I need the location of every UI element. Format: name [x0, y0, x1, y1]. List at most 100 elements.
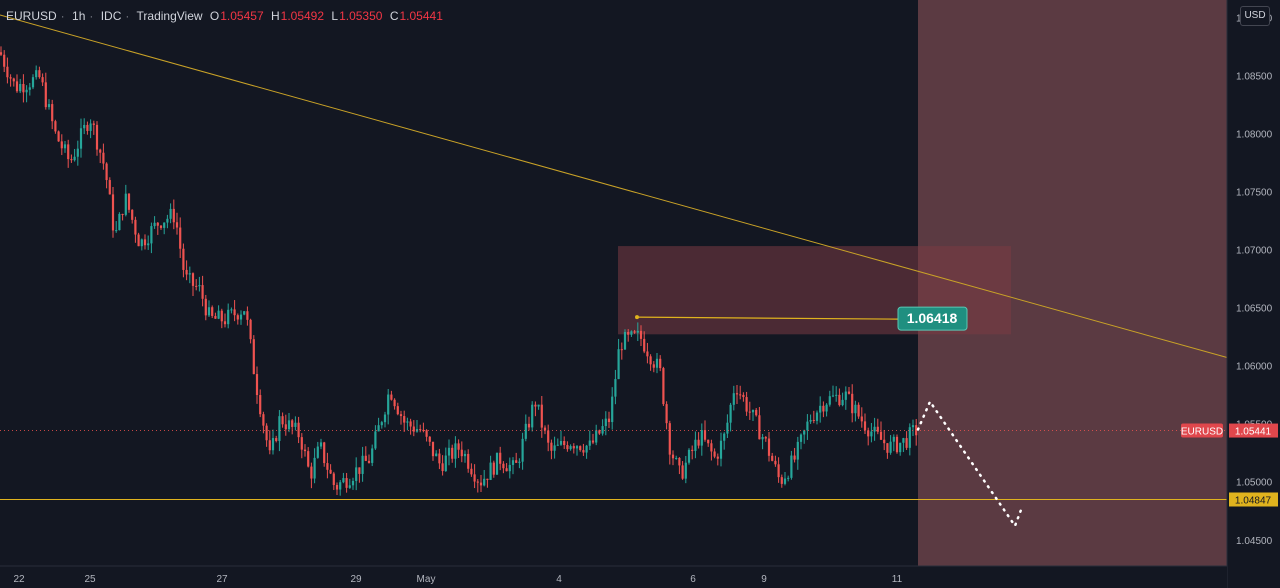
- y-tick-label: 1.04500: [1236, 536, 1273, 547]
- candle-body: [639, 330, 643, 339]
- ohlc-low-value: 1.05350: [339, 9, 383, 23]
- candle-body: [895, 436, 899, 453]
- candle-body: [121, 213, 124, 215]
- candle-body: [659, 358, 662, 369]
- candle-body: [35, 70, 38, 78]
- candle-body: [169, 208, 172, 219]
- candle-body: [873, 426, 876, 432]
- candle-body: [86, 124, 89, 131]
- candle-body: [185, 269, 188, 275]
- x-tick-label: 25: [84, 574, 96, 585]
- candle-body: [655, 358, 659, 368]
- candle-body: [54, 121, 57, 132]
- candle-body: [537, 404, 540, 407]
- candle-body: [383, 414, 387, 423]
- candle-body: [127, 193, 131, 210]
- y-tick-label: 1.08000: [1236, 129, 1273, 140]
- candle-body: [627, 332, 630, 335]
- candle-body: [505, 468, 508, 472]
- candle-body: [92, 123, 95, 125]
- candle-body: [841, 399, 844, 406]
- candle-body: [844, 391, 847, 400]
- candle-body: [294, 422, 297, 427]
- candle-body: [707, 439, 710, 444]
- candle-body: [460, 449, 463, 457]
- price-axis[interactable]: [1227, 0, 1280, 588]
- candle-body: [147, 243, 150, 246]
- candle-body: [249, 319, 252, 340]
- ohlc-low-key: L: [331, 9, 339, 23]
- candle-body: [787, 477, 790, 479]
- candle-body: [175, 222, 179, 228]
- candle-body: [431, 441, 435, 457]
- candle-body: [828, 396, 831, 405]
- candle-body: [390, 394, 393, 400]
- candle-body: [550, 442, 553, 451]
- candle-body: [783, 478, 787, 484]
- candle-body: [345, 478, 348, 488]
- candle-body: [159, 225, 163, 228]
- candle-body: [646, 351, 649, 357]
- ohlc-open-key: O: [209, 9, 220, 23]
- candle-body: [908, 427, 911, 448]
- candle-body: [617, 349, 620, 380]
- candle-body: [220, 310, 223, 322]
- candle-body: [236, 315, 239, 320]
- candle-body: [399, 414, 403, 417]
- candle-body: [393, 399, 396, 407]
- candle-body: [822, 405, 825, 412]
- candle-body: [521, 438, 524, 462]
- candle-body: [892, 436, 895, 442]
- ohlc-high-value: 1.05492: [280, 9, 325, 23]
- x-tick-label: 6: [690, 574, 696, 585]
- candle-body: [179, 227, 182, 249]
- candle-body: [287, 420, 291, 430]
- symbol-name[interactable]: EURUSD: [6, 9, 57, 23]
- candle-body: [684, 462, 687, 479]
- candle-body: [723, 433, 726, 441]
- candle-body: [163, 222, 166, 228]
- interval[interactable]: 1h: [72, 9, 86, 23]
- descending-trendline[interactable]: [0, 14, 1228, 359]
- candle-body: [620, 349, 623, 351]
- target-line[interactable]: [636, 316, 899, 320]
- candle-body: [492, 462, 495, 475]
- y-tick-label: 1.06500: [1236, 304, 1273, 315]
- candle-body: [569, 446, 572, 450]
- candle-body: [79, 128, 83, 149]
- candle-body: [118, 213, 121, 231]
- candle-body: [361, 455, 364, 474]
- candle-body: [195, 285, 198, 287]
- candle-body: [371, 448, 374, 463]
- candle-body: [444, 455, 447, 472]
- candle-body: [534, 404, 537, 407]
- candle-body: [303, 449, 307, 452]
- candle-body: [143, 239, 147, 246]
- candle-body: [803, 430, 806, 435]
- candle-body: [252, 339, 255, 375]
- candle-body: [719, 440, 723, 459]
- forecast-path[interactable]: [916, 399, 1024, 529]
- time-axis[interactable]: [0, 566, 1227, 588]
- candle-body: [227, 309, 230, 325]
- candle-body: [307, 451, 310, 467]
- candle-body: [697, 439, 700, 446]
- candle-body: [0, 52, 3, 55]
- candle-body: [140, 239, 143, 247]
- candle-body: [111, 194, 115, 231]
- candle-body: [575, 446, 579, 449]
- candle-body: [771, 455, 774, 461]
- target-label-box[interactable]: [897, 306, 968, 331]
- candle-body: [582, 450, 585, 453]
- x-tick-label: 11: [892, 574, 903, 585]
- candle-body: [297, 422, 300, 438]
- candle-body: [211, 307, 214, 316]
- candle-body: [476, 481, 479, 483]
- candle-body: [614, 379, 617, 397]
- currency-button[interactable]: USD: [1240, 6, 1270, 26]
- candle-body: [623, 332, 627, 350]
- candle-body: [572, 446, 575, 449]
- y-tick-label: 1.05000: [1236, 478, 1273, 489]
- candle-body: [604, 418, 607, 427]
